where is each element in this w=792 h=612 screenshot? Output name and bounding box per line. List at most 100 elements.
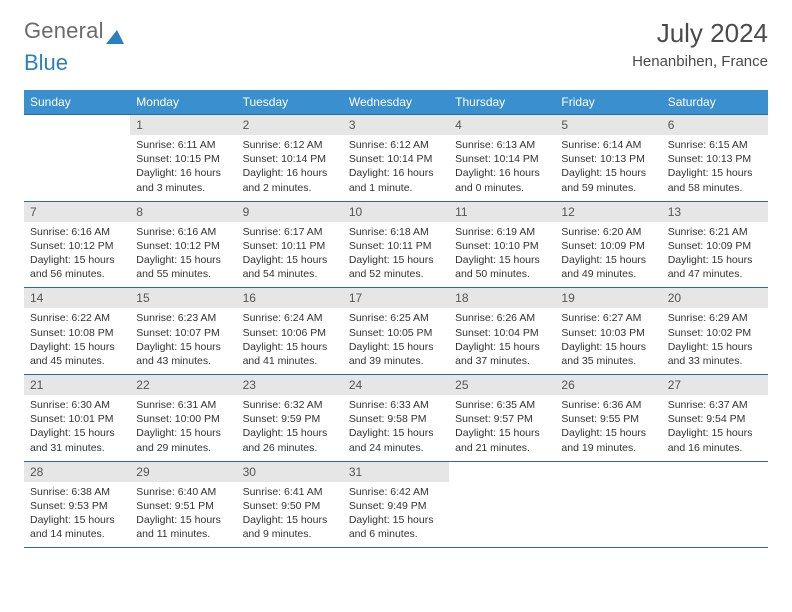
day-details: Sunrise: 6:20 AMSunset: 10:09 PMDaylight…	[555, 222, 661, 282]
empty-cell	[449, 461, 555, 549]
detail-line: Daylight: 15 hours	[30, 253, 124, 267]
detail-line: and 19 minutes.	[561, 441, 655, 455]
day-cell: 22Sunrise: 6:31 AMSunset: 10:00 PMDaylig…	[130, 374, 236, 461]
day-cell: 25Sunrise: 6:35 AMSunset: 9:57 PMDayligh…	[449, 374, 555, 461]
detail-line: Sunrise: 6:16 AM	[136, 225, 230, 239]
detail-line: Daylight: 15 hours	[243, 253, 337, 267]
day-cell: 8Sunrise: 6:16 AMSunset: 10:12 PMDayligh…	[130, 201, 236, 288]
day-number: 14	[24, 288, 130, 308]
detail-line: and 9 minutes.	[243, 527, 337, 541]
weekday-header-row: Sunday Monday Tuesday Wednesday Thursday…	[24, 90, 768, 114]
day-number: 29	[130, 462, 236, 482]
day-details: Sunrise: 6:33 AMSunset: 9:58 PMDaylight:…	[343, 395, 449, 455]
day-cell: 12Sunrise: 6:20 AMSunset: 10:09 PMDaylig…	[555, 201, 661, 288]
detail-line: Sunset: 9:49 PM	[349, 499, 443, 513]
detail-line: Sunrise: 6:42 AM	[349, 485, 443, 499]
detail-line: and 16 minutes.	[668, 441, 762, 455]
day-details: Sunrise: 6:11 AMSunset: 10:15 PMDaylight…	[130, 135, 236, 195]
detail-line: Sunset: 10:08 PM	[30, 326, 124, 340]
detail-line: Sunset: 10:00 PM	[136, 412, 230, 426]
detail-line: Sunrise: 6:25 AM	[349, 311, 443, 325]
detail-line: Sunset: 10:14 PM	[455, 152, 549, 166]
detail-line: Sunset: 9:54 PM	[668, 412, 762, 426]
detail-line: Sunrise: 6:11 AM	[136, 138, 230, 152]
detail-line: Sunrise: 6:18 AM	[349, 225, 443, 239]
day-cell: 14Sunrise: 6:22 AMSunset: 10:08 PMDaylig…	[24, 287, 130, 374]
day-cell: 1Sunrise: 6:11 AMSunset: 10:15 PMDayligh…	[130, 114, 236, 201]
weekday-header: Monday	[130, 90, 236, 114]
day-cell: 9Sunrise: 6:17 AMSunset: 10:11 PMDayligh…	[237, 201, 343, 288]
detail-line: Daylight: 16 hours	[455, 166, 549, 180]
day-cell: 7Sunrise: 6:16 AMSunset: 10:12 PMDayligh…	[24, 201, 130, 288]
day-cell: 21Sunrise: 6:30 AMSunset: 10:01 PMDaylig…	[24, 374, 130, 461]
detail-line: Sunset: 10:04 PM	[455, 326, 549, 340]
detail-line: and 14 minutes.	[30, 527, 124, 541]
day-cell: 11Sunrise: 6:19 AMSunset: 10:10 PMDaylig…	[449, 201, 555, 288]
detail-line: Sunset: 10:14 PM	[349, 152, 443, 166]
location-label: Henanbihen, France	[632, 53, 768, 70]
detail-line: and 55 minutes.	[136, 267, 230, 281]
detail-line: and 2 minutes.	[243, 181, 337, 195]
day-number: 16	[237, 288, 343, 308]
detail-line: and 39 minutes.	[349, 354, 443, 368]
weekday-header: Friday	[555, 90, 661, 114]
detail-line: and 26 minutes.	[243, 441, 337, 455]
day-number: 20	[662, 288, 768, 308]
day-cell: 26Sunrise: 6:36 AMSunset: 9:55 PMDayligh…	[555, 374, 661, 461]
detail-line: Daylight: 15 hours	[349, 426, 443, 440]
detail-line: Sunrise: 6:12 AM	[243, 138, 337, 152]
day-cell: 24Sunrise: 6:33 AMSunset: 9:58 PMDayligh…	[343, 374, 449, 461]
day-details: Sunrise: 6:42 AMSunset: 9:49 PMDaylight:…	[343, 482, 449, 542]
detail-line: Daylight: 15 hours	[243, 513, 337, 527]
detail-line: Sunrise: 6:20 AM	[561, 225, 655, 239]
detail-line: Sunrise: 6:31 AM	[136, 398, 230, 412]
detail-line: Sunrise: 6:24 AM	[243, 311, 337, 325]
day-cell: 5Sunrise: 6:14 AMSunset: 10:13 PMDayligh…	[555, 114, 661, 201]
detail-line: Daylight: 15 hours	[668, 166, 762, 180]
detail-line: Sunrise: 6:27 AM	[561, 311, 655, 325]
day-number: 25	[449, 375, 555, 395]
day-number: 3	[343, 115, 449, 135]
week-row: 14Sunrise: 6:22 AMSunset: 10:08 PMDaylig…	[24, 287, 768, 374]
detail-line: Daylight: 15 hours	[349, 513, 443, 527]
detail-line: Daylight: 15 hours	[30, 426, 124, 440]
weekday-header: Saturday	[662, 90, 768, 114]
week-row: 7Sunrise: 6:16 AMSunset: 10:12 PMDayligh…	[24, 201, 768, 288]
day-number: 30	[237, 462, 343, 482]
detail-line: Daylight: 15 hours	[136, 426, 230, 440]
detail-line: and 54 minutes.	[243, 267, 337, 281]
detail-line: Daylight: 16 hours	[243, 166, 337, 180]
logo-triangle-icon	[106, 24, 124, 38]
day-cell: 27Sunrise: 6:37 AMSunset: 9:54 PMDayligh…	[662, 374, 768, 461]
detail-line: Sunset: 10:05 PM	[349, 326, 443, 340]
day-number: 28	[24, 462, 130, 482]
day-cell: 3Sunrise: 6:12 AMSunset: 10:14 PMDayligh…	[343, 114, 449, 201]
detail-line: and 21 minutes.	[455, 441, 549, 455]
detail-line: and 11 minutes.	[136, 527, 230, 541]
calendar-page: General July 2024 Henanbihen, France Blu…	[0, 0, 792, 566]
month-title: July 2024	[632, 18, 768, 49]
week-row: 1Sunrise: 6:11 AMSunset: 10:15 PMDayligh…	[24, 114, 768, 201]
day-cell: 30Sunrise: 6:41 AMSunset: 9:50 PMDayligh…	[237, 461, 343, 549]
detail-line: Sunrise: 6:40 AM	[136, 485, 230, 499]
day-details: Sunrise: 6:14 AMSunset: 10:13 PMDaylight…	[555, 135, 661, 195]
day-details: Sunrise: 6:18 AMSunset: 10:11 PMDaylight…	[343, 222, 449, 282]
detail-line: Sunset: 10:06 PM	[243, 326, 337, 340]
detail-line: Daylight: 15 hours	[243, 426, 337, 440]
day-details: Sunrise: 6:41 AMSunset: 9:50 PMDaylight:…	[237, 482, 343, 542]
detail-line: Sunset: 9:50 PM	[243, 499, 337, 513]
logo: General	[24, 18, 124, 44]
day-cell: 15Sunrise: 6:23 AMSunset: 10:07 PMDaylig…	[130, 287, 236, 374]
detail-line: Sunset: 10:13 PM	[561, 152, 655, 166]
detail-line: Sunset: 10:03 PM	[561, 326, 655, 340]
detail-line: and 29 minutes.	[136, 441, 230, 455]
detail-line: Daylight: 15 hours	[668, 426, 762, 440]
detail-line: and 33 minutes.	[668, 354, 762, 368]
day-number: 10	[343, 202, 449, 222]
detail-line: Sunrise: 6:15 AM	[668, 138, 762, 152]
detail-line: Daylight: 15 hours	[455, 253, 549, 267]
calendar-grid: Sunday Monday Tuesday Wednesday Thursday…	[24, 90, 768, 548]
weekday-header: Tuesday	[237, 90, 343, 114]
day-cell: 2Sunrise: 6:12 AMSunset: 10:14 PMDayligh…	[237, 114, 343, 201]
detail-line: Sunset: 10:09 PM	[561, 239, 655, 253]
